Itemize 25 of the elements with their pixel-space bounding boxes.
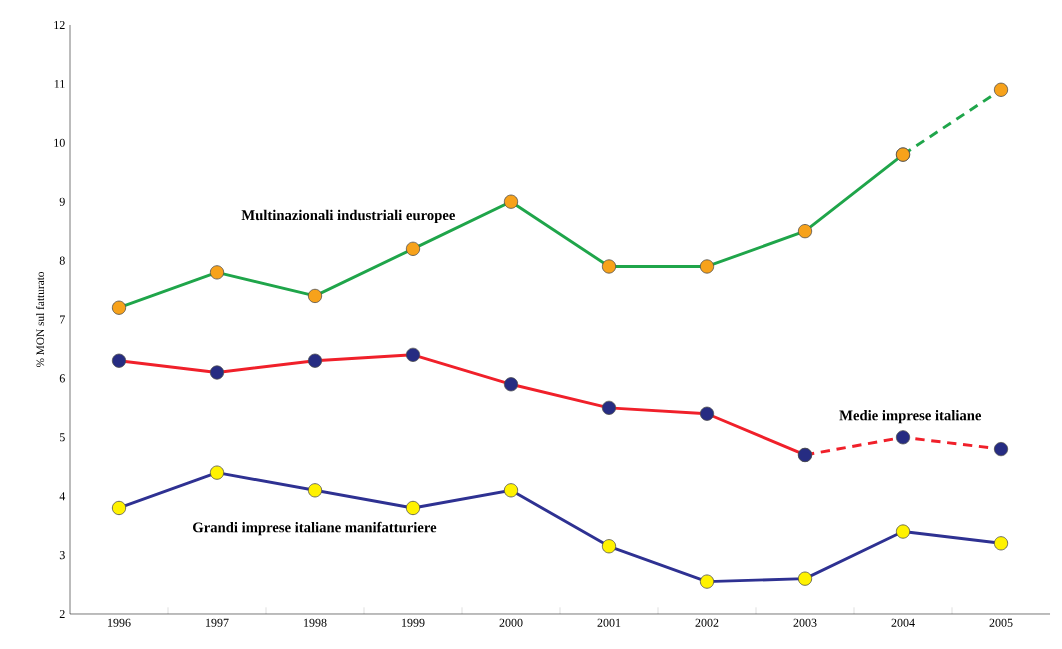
x-tick-label: 2001: [597, 618, 621, 627]
y-tick-label: 12: [54, 21, 65, 29]
y-tick-label: 10: [54, 138, 65, 147]
y-axis-title: % MON sul fatturato: [36, 271, 45, 368]
y-tick-label: 4: [59, 492, 66, 501]
series-label: Multinazionali industriali europee: [241, 209, 455, 224]
x-tick-label: 1999: [402, 618, 425, 627]
x-tick-label: 2000: [499, 618, 523, 627]
x-tick-label: 1996: [108, 618, 131, 627]
y-tick-label: 2: [59, 610, 65, 618]
x-tick-label: 2003: [793, 618, 817, 627]
y-tick-label: 6: [59, 374, 65, 383]
y-tick-label: 9: [59, 197, 65, 206]
x-tick-label: 2002: [695, 618, 719, 627]
x-tick-label: 1998: [304, 618, 327, 627]
x-tick-label: 2005: [989, 618, 1013, 627]
x-tick-label: 1997: [206, 618, 229, 627]
y-tick-label: 8: [59, 256, 65, 265]
x-tick-label: 2004: [891, 618, 915, 627]
y-tick-label: 11: [54, 79, 65, 88]
y-tick-label: 7: [60, 315, 65, 324]
y-tick-label: 3: [59, 551, 65, 560]
series-label: Grandi imprese italiane manifatturiere: [193, 521, 437, 536]
y-tick-label: 5: [59, 433, 65, 442]
text: Medie imprese italiane: [839, 410, 982, 424]
